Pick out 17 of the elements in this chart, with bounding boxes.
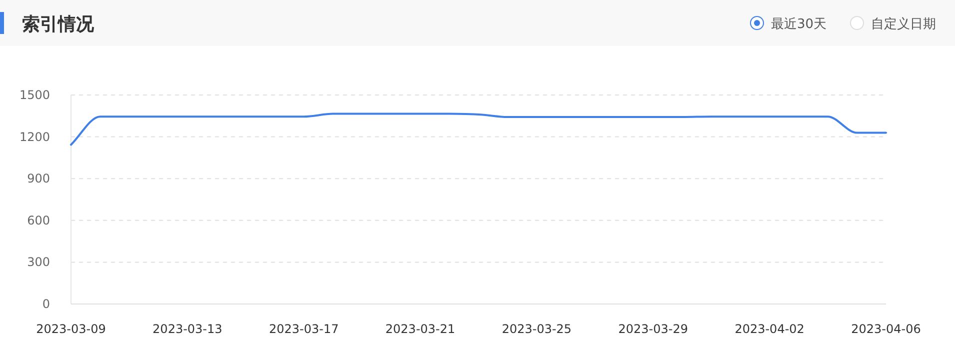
x-tick-label: 2023-03-09: [36, 322, 106, 336]
y-tick-label: 1200: [19, 130, 50, 144]
radio-option: 自定义日期: [850, 16, 936, 32]
radio-option: 最近30天: [750, 16, 827, 32]
x-tick-label: 2023-03-25: [502, 322, 572, 336]
x-tick-label: 2023-03-29: [618, 322, 688, 336]
y-tick-label: 300: [27, 255, 50, 270]
y-tick-label: 1500: [19, 88, 50, 102]
x-tick-label: 2023-04-02: [734, 322, 804, 336]
y-tick-label: 900: [27, 172, 50, 186]
x-tick-label: 2023-04-06: [851, 322, 921, 336]
x-tick-label: 2023-03-21: [385, 322, 456, 336]
x-tick-label: 2023-03-17: [268, 322, 339, 336]
y-tick-label: 0: [42, 297, 50, 311]
x-tick-label: 2023-03-13: [152, 322, 222, 336]
chart-title: 索引情况: [22, 14, 95, 35]
y-tick-label: 600: [27, 213, 50, 228]
